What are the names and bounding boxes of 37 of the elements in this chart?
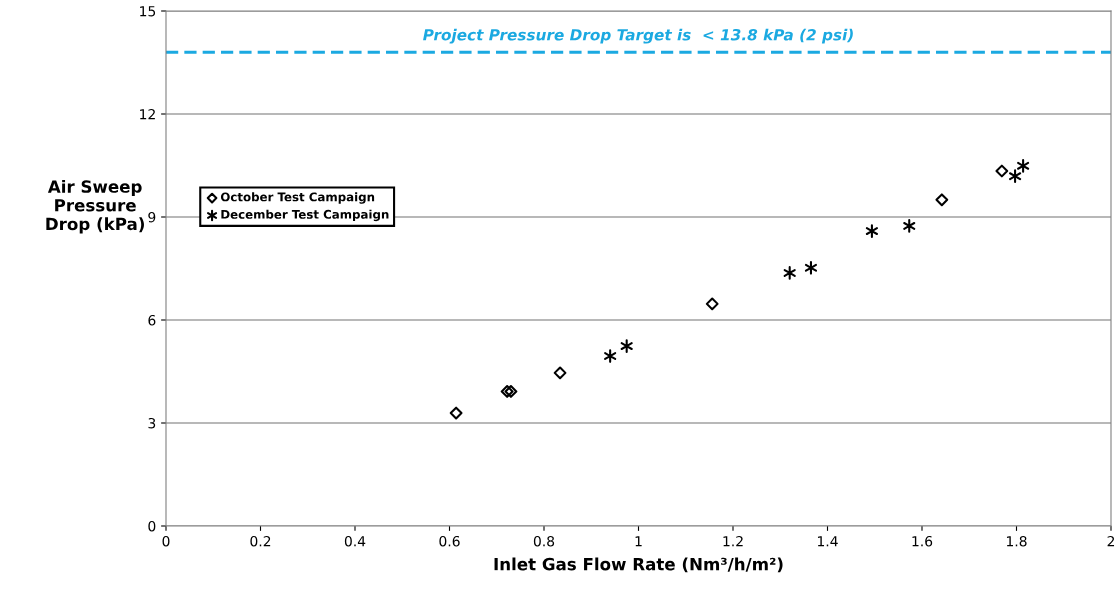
y-tick-label: 6 — [148, 314, 156, 326]
x-tick-label: 0.2 — [250, 535, 271, 547]
y-tick-label: 0 — [148, 520, 156, 532]
x-tick-label: 1.2 — [723, 535, 743, 547]
point — [620, 339, 633, 353]
y-tick-label: 15 — [140, 6, 156, 17]
x-tick-label: 1.6 — [912, 535, 933, 547]
point — [865, 224, 878, 238]
legend-label: December Test Campaign — [221, 209, 389, 222]
point — [1009, 169, 1022, 183]
point — [783, 266, 796, 280]
point — [604, 349, 617, 363]
point — [903, 219, 916, 233]
x-tick-label: 0.8 — [533, 535, 555, 547]
x-tick-label: 1 — [635, 536, 642, 547]
y-tick-label: 12 — [140, 108, 155, 120]
point — [504, 384, 518, 398]
point — [995, 164, 1009, 178]
x-axis-title: Inlet Gas Flow Rate (Nm³/h/m²) — [494, 557, 783, 573]
point — [804, 260, 818, 275]
legend-label: October Test Campaign — [220, 192, 375, 204]
x-tick-label: 1.4 — [817, 536, 838, 547]
x-tick-label: 0.4 — [344, 535, 366, 547]
point — [935, 193, 949, 207]
point — [500, 384, 514, 398]
y-tick-label: 9 — [148, 211, 156, 223]
point — [705, 297, 719, 311]
x-tick-label: 0 — [162, 535, 170, 547]
y-tick-label: 3 — [148, 417, 156, 429]
point — [449, 406, 463, 420]
ref-line-label: Project Pressure Drop Target is < 13.8 kPa (2 psi) — [423, 28, 853, 44]
x-tick-label: 2 — [1107, 535, 1115, 547]
point — [553, 366, 567, 380]
y-axis-title: Air Sweep Pressure Drop (kPa) — [46, 179, 144, 234]
x-tick-label: 0.6 — [439, 535, 460, 547]
point — [1017, 158, 1030, 173]
x-tick-label: 1.8 — [1006, 535, 1027, 547]
